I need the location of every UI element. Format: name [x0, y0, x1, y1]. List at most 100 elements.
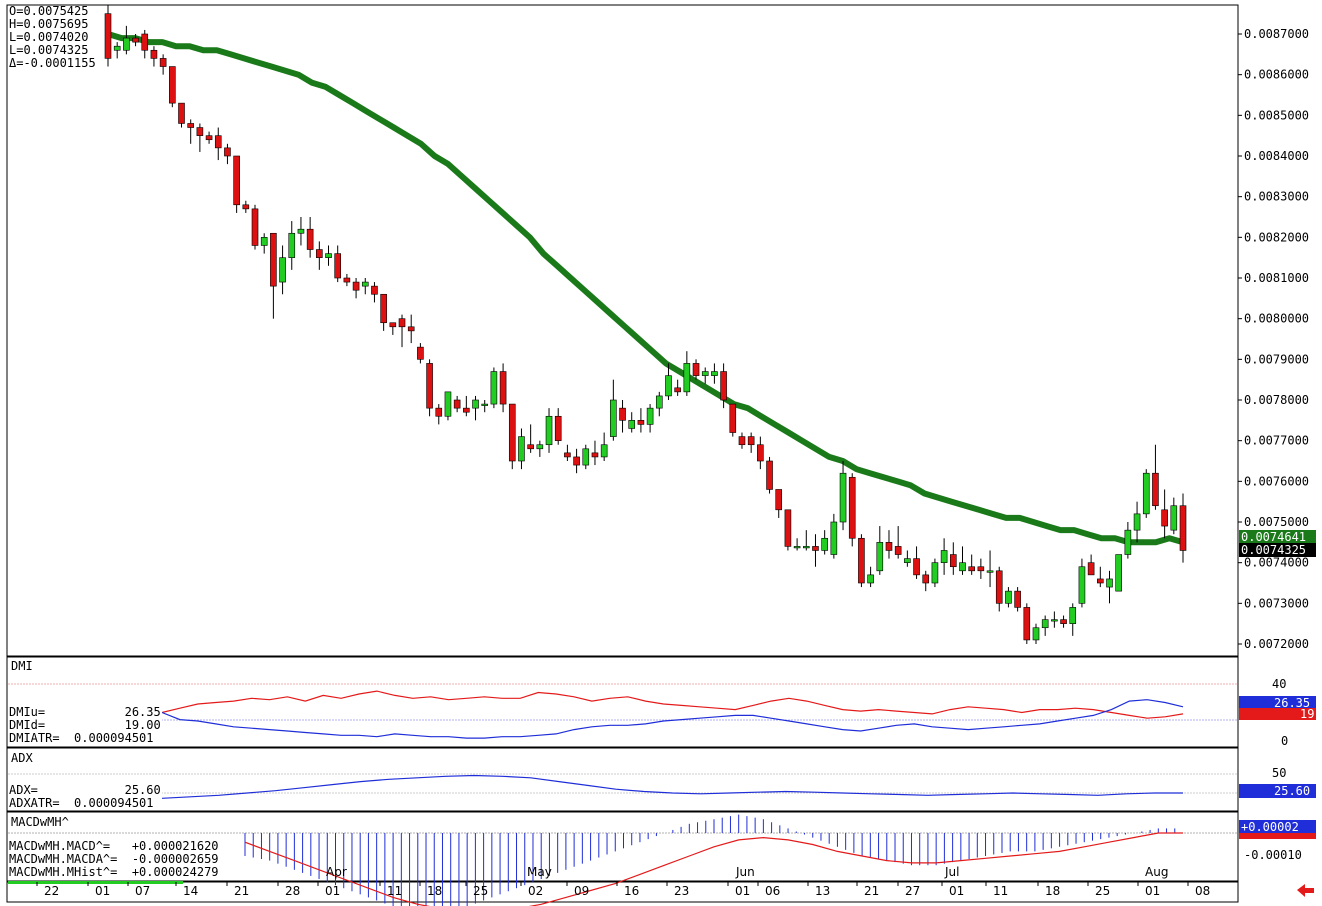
- candle-up: [490, 371, 498, 405]
- candle-up: [545, 415, 553, 446]
- candle-up: [113, 45, 121, 51]
- candle-up: [830, 521, 838, 555]
- date-tick-label: 06: [765, 884, 780, 898]
- date-tick-label: 02: [528, 884, 543, 898]
- candle-down: [573, 456, 580, 466]
- adx-readout-box: [8, 783, 162, 810]
- ohlc-low: L=0.0074020: [9, 30, 88, 44]
- price-tick-label: 0.0072000: [1244, 637, 1309, 651]
- date-tick-label: 01: [949, 884, 964, 898]
- adx-value-tag-text: 25.60: [1274, 784, 1310, 798]
- date-tick-label: 01: [325, 884, 340, 898]
- macd-title: MACDwMH^: [11, 815, 69, 829]
- date-tick-label: 22: [44, 884, 59, 898]
- candle-down: [187, 123, 194, 128]
- macd-hist-tag: [1239, 820, 1316, 833]
- dmi-minus-line: [161, 690, 1184, 719]
- candle-down: [692, 363, 700, 376]
- candle-down: [591, 452, 599, 458]
- candle-down: [159, 58, 167, 67]
- candle-down: [426, 363, 433, 409]
- ohlc-high: H=0.0075695: [9, 17, 88, 31]
- candle-up: [1142, 472, 1150, 515]
- candle-down: [968, 566, 975, 572]
- candle-down: [527, 444, 534, 450]
- candle-up: [711, 371, 718, 376]
- candle-down: [214, 135, 222, 149]
- candle-up: [361, 281, 369, 287]
- candle-down: [463, 407, 470, 413]
- candle-down: [977, 566, 985, 572]
- candle-down: [398, 318, 406, 328]
- price-tick-label: 0.0077000: [1244, 434, 1309, 448]
- adx-title: ADX: [11, 751, 33, 765]
- candle-down: [132, 37, 139, 43]
- candle-up: [260, 237, 268, 246]
- macd-readout-macda: MACDwMH.MACDA^= -0.000002659: [9, 852, 219, 866]
- dmi-up-tag-text: 26.35: [1274, 696, 1310, 710]
- candle-up: [701, 371, 709, 376]
- candle-down: [453, 399, 461, 409]
- candle-down: [196, 127, 204, 136]
- candle-down: [1087, 562, 1095, 576]
- price-tick-label: 0.0086000: [1244, 68, 1309, 82]
- candle-down: [922, 574, 930, 584]
- candle-up: [986, 570, 994, 573]
- candle-up: [1078, 566, 1086, 604]
- macd-readout-hist: MACDwMH.MHist^= +0.000024279: [9, 865, 219, 879]
- candle-down: [306, 228, 314, 250]
- candle-down: [1152, 472, 1159, 507]
- candle-up: [646, 407, 654, 425]
- ohlc-box: [8, 6, 104, 70]
- date-tick-label: 01: [735, 884, 750, 898]
- date-tick-label: 08: [1195, 884, 1210, 898]
- candle-down: [619, 407, 626, 421]
- macd-readout-box: [8, 834, 243, 880]
- price-tick-label: 0.0075000: [1244, 515, 1309, 529]
- candle-down: [242, 204, 250, 210]
- dmi-readout-box: [8, 705, 162, 746]
- dmi-readout-atr: DMIATR= 0.000094501: [9, 731, 154, 745]
- date-tick-label: 21: [864, 884, 879, 898]
- macd-readout-macd: MACDwMH.MACD^= +0.000021620: [9, 839, 219, 853]
- candle-down: [233, 155, 240, 206]
- candle-up: [481, 403, 489, 406]
- price-tick-label: 0.0081000: [1244, 271, 1309, 285]
- price-tick-label: 0.0082000: [1244, 230, 1309, 244]
- date-tick-label: 01: [1145, 884, 1160, 898]
- candle-up: [288, 232, 296, 258]
- candle-up: [1051, 619, 1058, 622]
- candle-down: [352, 281, 360, 291]
- date-tick-label: 18: [427, 884, 442, 898]
- candle-up: [655, 395, 663, 409]
- candle-up: [683, 363, 691, 393]
- candle-down: [729, 403, 737, 433]
- candle-up: [959, 562, 966, 572]
- dmi-readout-down: DMId= 19.00: [9, 718, 161, 732]
- candle-up: [1170, 505, 1178, 531]
- candle-down: [1014, 590, 1021, 608]
- candle-down: [995, 570, 1003, 604]
- candle-up: [793, 546, 801, 549]
- price-tick-label: 0.0084000: [1244, 149, 1309, 163]
- candle-down: [389, 322, 397, 328]
- date-tick-label: 25: [1095, 884, 1110, 898]
- candle-down: [738, 436, 746, 446]
- candle-up: [1124, 529, 1132, 555]
- dmi-plus-line: [161, 699, 1184, 739]
- candle-up: [876, 542, 884, 572]
- moving-average-line: [107, 31, 1184, 546]
- candle-down: [949, 554, 957, 568]
- date-tick-label: 09: [574, 884, 589, 898]
- macd-signal-line: [244, 832, 1183, 906]
- candle-down: [848, 476, 856, 539]
- macd-tick: -0.00010: [1244, 848, 1302, 862]
- candle-up: [1005, 590, 1012, 604]
- scroll-left-arrow-icon[interactable]: [1297, 884, 1314, 897]
- date-tick-label: 13: [815, 884, 830, 898]
- price-tick-label: 0.0079000: [1244, 352, 1309, 366]
- candle-down: [720, 371, 727, 401]
- candle-down: [178, 102, 185, 124]
- price-tick-label: 0.0083000: [1244, 190, 1309, 204]
